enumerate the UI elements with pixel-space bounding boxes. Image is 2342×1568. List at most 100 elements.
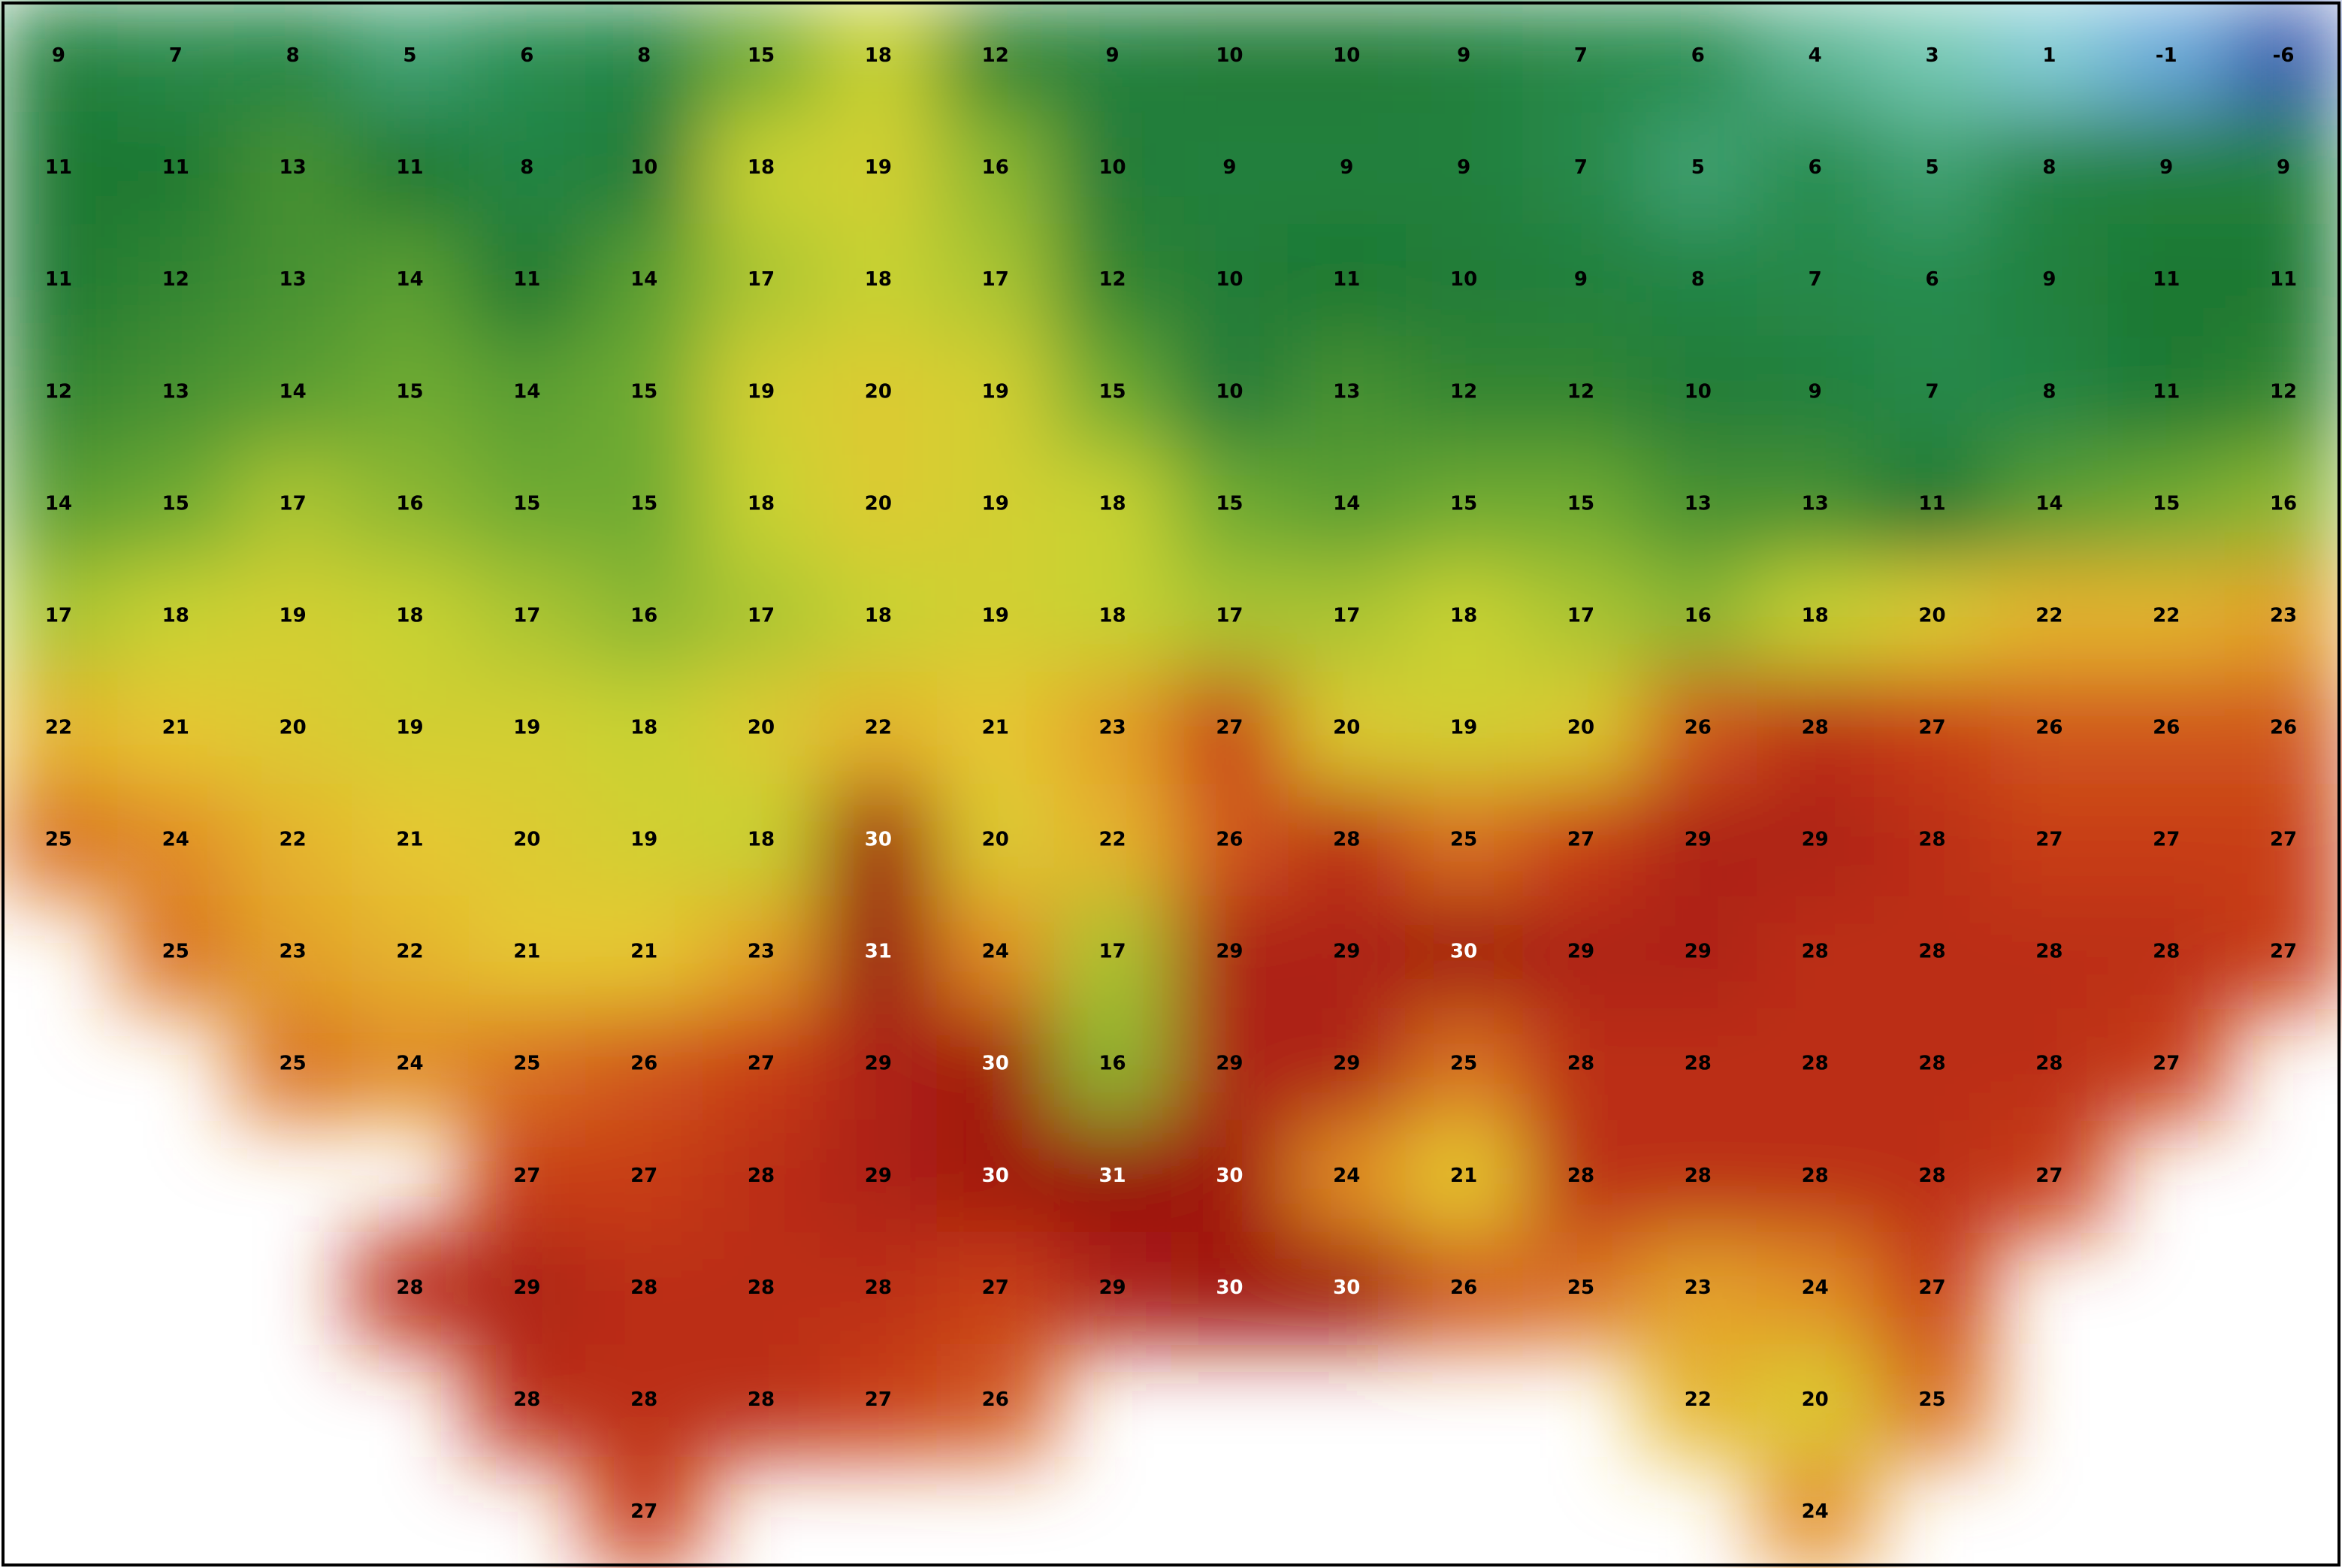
- temperature-cell: [1522, 1008, 1640, 1121]
- temperature-cell: [2225, 112, 2342, 225]
- temperature-label: 14: [280, 380, 307, 403]
- temperature-cell: [1288, 0, 1407, 113]
- temperature-label: 9: [1340, 156, 1353, 179]
- temperature-label: 26: [2035, 716, 2062, 739]
- temperature-cell: [0, 224, 118, 337]
- temperature-cell: [1288, 672, 1407, 785]
- temperature-cell: [1405, 1231, 1524, 1345]
- temperature-label: 14: [2035, 492, 2062, 515]
- temperature-label: 28: [1567, 1053, 1594, 1075]
- temperature-cell: [351, 1008, 470, 1121]
- temperature-cell: [468, 1008, 587, 1121]
- temperature-label: 9: [1809, 380, 1822, 403]
- temperature-label: 4: [1809, 44, 1822, 67]
- temperature-label: 11: [162, 156, 189, 179]
- temperature-cell: [585, 1008, 704, 1121]
- temperature-label: 27: [1918, 1276, 1945, 1299]
- temperature-cell: [1522, 224, 1640, 337]
- temperature-cell: [703, 112, 820, 225]
- temperature-cell: [1522, 448, 1640, 561]
- temperature-label: 16: [630, 604, 657, 627]
- temperature-label: 3: [1925, 44, 1939, 67]
- temperature-cell: [1053, 672, 1172, 785]
- temperature-cell: [2108, 672, 2226, 785]
- temperature-label: 17: [513, 604, 540, 627]
- temperature-label: 20: [865, 380, 892, 403]
- temperature-cell: [1873, 112, 1992, 225]
- temperature-label: 18: [630, 716, 657, 739]
- temperature-label: 19: [982, 604, 1009, 627]
- temperature-label: 27: [982, 1276, 1009, 1299]
- temperature-cell: [1053, 560, 1172, 673]
- temperature-cell: [468, 224, 587, 337]
- temperature-label: 22: [2153, 604, 2180, 627]
- temperature-label: -1: [2156, 44, 2177, 67]
- temperature-label: 20: [748, 716, 775, 739]
- temperature-cell: [468, 336, 587, 449]
- temperature-label: 30: [1333, 1276, 1360, 1299]
- temperature-label: 29: [1802, 829, 1829, 851]
- temperature-cell: [1756, 784, 1875, 897]
- temperature-cell: [585, 784, 704, 897]
- temperature-cell: [1756, 448, 1875, 561]
- temperature-label: 27: [2270, 829, 2297, 851]
- temperature-cell: [1639, 1231, 1757, 1345]
- temperature-label: 24: [162, 829, 189, 851]
- temperature-label: 23: [1685, 1276, 1712, 1299]
- temperature-label: 30: [1216, 1165, 1243, 1187]
- temperature-label: 27: [2153, 829, 2180, 851]
- temperature-label: 12: [162, 268, 189, 291]
- temperature-cell: [585, 112, 704, 225]
- temperature-label: 23: [1098, 716, 1126, 739]
- temperature-label: 10: [1333, 44, 1360, 67]
- temperature-label: 29: [1333, 1053, 1360, 1075]
- temperature-label: 29: [513, 1276, 540, 1299]
- temperature-label: 21: [982, 716, 1009, 739]
- temperature-label: 16: [1685, 604, 1712, 627]
- temperature-cell: [1756, 224, 1875, 337]
- temperature-cell: [1288, 560, 1407, 673]
- temperature-label: 11: [45, 156, 72, 179]
- temperature-label: 28: [1567, 1165, 1594, 1187]
- temperature-label: 28: [396, 1276, 423, 1299]
- temperature-label: 28: [1685, 1053, 1712, 1075]
- temperature-label: 25: [1567, 1276, 1594, 1299]
- temperature-label: 15: [1216, 492, 1243, 515]
- temperature-label: 15: [630, 492, 657, 515]
- temperature-label: 28: [1802, 1165, 1829, 1187]
- temperature-cell: [2225, 224, 2342, 337]
- temperature-cell: [1522, 896, 1640, 1009]
- temperature-label: 8: [286, 44, 300, 67]
- temperature-cell: [819, 1008, 938, 1121]
- temperature-label: 30: [982, 1165, 1009, 1187]
- temperature-cell: [1873, 224, 1992, 337]
- temperature-cell: [703, 0, 820, 113]
- temperature-cell: [0, 784, 118, 897]
- temperature-cell: [819, 336, 938, 449]
- temperature-cell: [1756, 1119, 1875, 1233]
- temperature-cell: [351, 672, 470, 785]
- temperature-cell: [468, 0, 587, 113]
- temperature-cell: [585, 896, 704, 1009]
- temperature-label: 10: [1216, 268, 1243, 291]
- temperature-label: 24: [396, 1053, 423, 1075]
- temperature-cell: [703, 1343, 820, 1457]
- temperature-label: 8: [520, 156, 533, 179]
- temperature-label: 9: [1457, 44, 1470, 67]
- temperature-label: 17: [280, 492, 307, 515]
- temperature-label: 20: [982, 829, 1009, 851]
- temperature-label: 17: [748, 268, 775, 291]
- temperature-label: 25: [162, 941, 189, 963]
- temperature-cell: [1171, 1008, 1289, 1121]
- temperature-label: 15: [162, 492, 189, 515]
- temperature-label: 30: [1216, 1276, 1243, 1299]
- temperature-cell: [351, 1231, 470, 1345]
- temperature-cell: [703, 336, 820, 449]
- temperature-cell: [351, 560, 470, 673]
- temperature-label: 24: [1802, 1276, 1829, 1299]
- temperature-label: 29: [1098, 1276, 1126, 1299]
- temperature-cell: [1990, 336, 2109, 449]
- temperature-label: 28: [1918, 829, 1945, 851]
